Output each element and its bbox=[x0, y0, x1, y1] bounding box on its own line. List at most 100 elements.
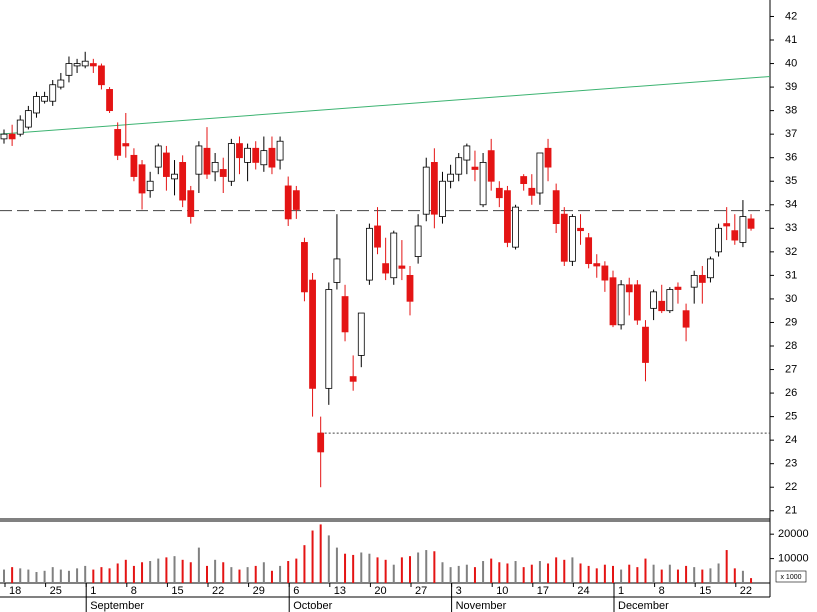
candle-body bbox=[317, 432, 325, 453]
candle-body bbox=[633, 284, 641, 321]
volume-bar bbox=[612, 565, 614, 583]
candle-body bbox=[398, 265, 406, 269]
month-label: December bbox=[618, 600, 669, 612]
candle-body bbox=[642, 326, 649, 363]
candle-body bbox=[106, 89, 113, 112]
volume-bar bbox=[230, 567, 233, 583]
candle-body bbox=[49, 84, 57, 102]
volume-bar bbox=[449, 567, 452, 583]
y-tick-label: 42 bbox=[785, 10, 797, 22]
volume-bar bbox=[43, 570, 46, 583]
volume-bar bbox=[685, 565, 688, 583]
candle-body bbox=[528, 187, 536, 196]
volume-bar bbox=[11, 567, 14, 583]
volume-bar bbox=[644, 558, 647, 583]
volume-bar bbox=[108, 568, 111, 583]
volume-bar bbox=[132, 565, 135, 583]
candle-body bbox=[146, 180, 154, 192]
volume-bar bbox=[498, 562, 501, 583]
candle-body bbox=[284, 185, 292, 220]
volume-bar bbox=[246, 567, 249, 583]
volume-unit: x 1000 bbox=[780, 574, 801, 581]
candle-body bbox=[203, 147, 211, 175]
y-tick-label: 34 bbox=[785, 199, 797, 211]
candle-body bbox=[747, 218, 755, 229]
x-tick-label: 15 bbox=[699, 585, 711, 597]
candle-body bbox=[81, 60, 89, 67]
volume-bar bbox=[51, 567, 54, 583]
candle-body bbox=[73, 63, 81, 67]
volume-bar bbox=[620, 569, 623, 583]
y-tick-label: 26 bbox=[785, 387, 797, 399]
x-tick-label: 1 bbox=[618, 585, 624, 597]
candle-body bbox=[301, 242, 308, 293]
volume-bar bbox=[197, 547, 200, 583]
candle-body bbox=[715, 227, 722, 253]
candle-body bbox=[130, 154, 138, 177]
candle-body bbox=[236, 143, 243, 159]
candle-body bbox=[357, 312, 365, 356]
volume-bar bbox=[473, 567, 476, 583]
volume-bar bbox=[360, 552, 363, 583]
candle-body bbox=[114, 129, 122, 156]
x-tick-label: 20 bbox=[374, 585, 386, 597]
volume-bar bbox=[76, 568, 79, 583]
month-label: September bbox=[90, 600, 144, 612]
volume-bar bbox=[490, 558, 493, 583]
candle-body bbox=[707, 258, 714, 279]
x-tick-label: 1 bbox=[90, 585, 96, 597]
volume-bar bbox=[59, 569, 62, 583]
volume-bar bbox=[384, 559, 387, 583]
volume-bar bbox=[335, 547, 338, 583]
candle-body bbox=[252, 147, 260, 163]
candle-body bbox=[187, 190, 195, 217]
volume-bar bbox=[262, 562, 265, 583]
month-label: October bbox=[293, 600, 332, 612]
candle-body bbox=[374, 225, 381, 248]
candle-body bbox=[414, 225, 422, 257]
candle-body bbox=[122, 143, 130, 147]
x-tick-label: 6 bbox=[293, 585, 299, 597]
candle-body bbox=[495, 187, 503, 199]
volume-bar bbox=[19, 568, 22, 583]
volume-tick-label: 20000 bbox=[778, 528, 809, 540]
volume-bar bbox=[441, 562, 444, 583]
volume-bar bbox=[587, 565, 590, 583]
candle-body bbox=[390, 232, 398, 279]
volume-bar bbox=[214, 559, 217, 583]
volume-bar bbox=[149, 561, 152, 583]
y-tick-label: 27 bbox=[785, 363, 797, 375]
volume-bar bbox=[425, 550, 428, 583]
volume-bar bbox=[725, 550, 728, 583]
y-tick-label: 41 bbox=[785, 34, 797, 46]
candle-body bbox=[471, 166, 479, 170]
candle-body bbox=[723, 223, 731, 227]
candle-body bbox=[625, 284, 633, 293]
volume-bar bbox=[668, 564, 671, 583]
volume-bar bbox=[579, 563, 582, 583]
candle-body bbox=[276, 140, 284, 161]
volume-bar bbox=[327, 535, 330, 583]
candle-body bbox=[8, 133, 16, 140]
candle-body bbox=[439, 180, 446, 217]
volume-bar bbox=[84, 565, 87, 583]
volume-bar bbox=[571, 557, 574, 583]
candle-body bbox=[658, 300, 666, 312]
candle-body bbox=[674, 286, 682, 290]
candle-body bbox=[219, 169, 227, 177]
candle-body bbox=[195, 145, 203, 175]
volume-bar bbox=[628, 564, 631, 583]
volume-bar bbox=[173, 556, 176, 583]
y-tick-label: 40 bbox=[785, 57, 797, 69]
x-tick-label: 17 bbox=[537, 585, 549, 597]
candle-body bbox=[560, 213, 568, 262]
volume-bar bbox=[563, 559, 566, 583]
volume-bar bbox=[368, 553, 371, 583]
y-tick-label: 36 bbox=[785, 152, 797, 164]
candle-body bbox=[617, 284, 625, 326]
candle-body bbox=[479, 162, 487, 206]
candle-body bbox=[422, 166, 430, 215]
y-tick-label: 28 bbox=[785, 340, 797, 352]
